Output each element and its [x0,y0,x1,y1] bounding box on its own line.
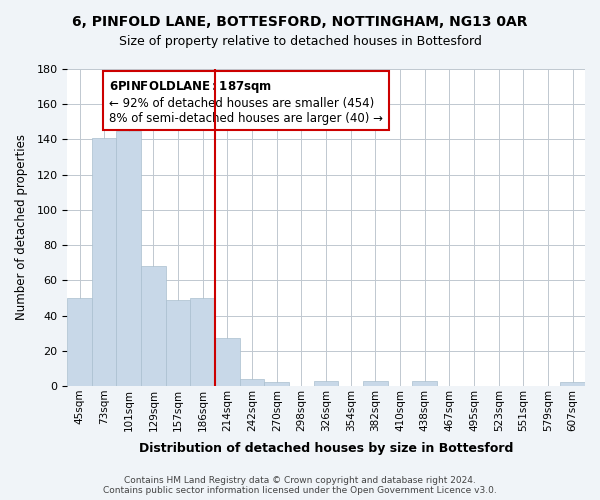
Text: Contains HM Land Registry data © Crown copyright and database right 2024.
Contai: Contains HM Land Registry data © Crown c… [103,476,497,495]
Bar [166,300,190,386]
Bar [265,382,289,386]
Bar [215,338,240,386]
Y-axis label: Number of detached properties: Number of detached properties [15,134,28,320]
Bar [560,382,585,386]
Text: $\bf{6 PINFOLD LANE: 187sqm}$
← 92% of detached houses are smaller (454)
8% of s: $\bf{6 PINFOLD LANE: 187sqm}$ ← 92% of d… [109,78,383,124]
Bar [314,380,338,386]
Bar [116,130,141,386]
Bar [363,380,388,386]
Bar [240,379,265,386]
Bar [412,380,437,386]
X-axis label: Distribution of detached houses by size in Bottesford: Distribution of detached houses by size … [139,442,513,455]
Bar [92,138,116,386]
Bar [190,298,215,386]
Bar [67,298,92,386]
Bar [141,266,166,386]
Text: 6, PINFOLD LANE, BOTTESFORD, NOTTINGHAM, NG13 0AR: 6, PINFOLD LANE, BOTTESFORD, NOTTINGHAM,… [72,15,528,29]
Text: Size of property relative to detached houses in Bottesford: Size of property relative to detached ho… [119,35,481,48]
